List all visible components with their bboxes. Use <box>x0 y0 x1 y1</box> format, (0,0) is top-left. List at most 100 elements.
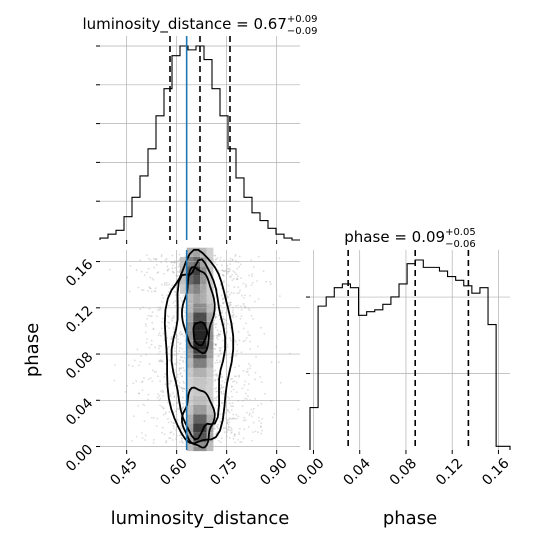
scatter-point <box>219 259 222 262</box>
scatter-point <box>158 347 161 350</box>
scatter-point <box>149 377 152 379</box>
scatter-point <box>219 304 222 307</box>
scatter-point <box>181 407 184 410</box>
scatter-point <box>216 404 218 407</box>
scatter-point <box>260 432 263 435</box>
scatter-point <box>273 413 276 415</box>
scatter-point <box>139 308 142 310</box>
scatter-point <box>174 300 177 302</box>
scatter-point <box>234 417 236 420</box>
scatter-point <box>173 384 176 387</box>
scatter-point <box>124 391 127 393</box>
scatter-point <box>277 361 280 364</box>
scatter-point <box>172 264 174 267</box>
scatter-point <box>154 287 157 290</box>
density-cell <box>193 340 200 350</box>
density-cell <box>193 284 200 294</box>
scatter-point <box>227 409 230 412</box>
scatter-point <box>169 395 172 398</box>
scatter-point <box>171 261 174 264</box>
scatter-point <box>161 327 163 330</box>
luminosity-distance-title-minus: −0.09 <box>287 26 318 37</box>
density-cell <box>186 367 194 378</box>
scatter-point <box>222 392 225 395</box>
density-cell <box>200 414 207 424</box>
scatter-point <box>259 376 262 378</box>
scatter-point <box>178 332 181 335</box>
scatter-point <box>232 316 235 319</box>
scatter-point <box>227 296 230 298</box>
scatter-point <box>160 255 163 258</box>
scatter-point <box>224 269 227 272</box>
scatter-point <box>164 284 166 286</box>
scatter-point <box>128 290 131 293</box>
density-cell <box>206 358 214 368</box>
scatter-point <box>158 360 161 362</box>
scatter-point <box>235 391 238 393</box>
scatter-point <box>213 343 216 345</box>
scatter-point <box>244 397 247 400</box>
scatter-point <box>176 271 179 273</box>
scatter-point <box>178 386 181 388</box>
density-cell <box>186 358 194 368</box>
scatter-point <box>170 342 173 344</box>
two-d-tick-marks <box>96 261 278 454</box>
scatter-point <box>173 422 175 425</box>
density-contours <box>163 249 235 449</box>
scatter-point <box>220 386 223 389</box>
scatter-point <box>220 346 223 349</box>
density-cell <box>206 377 214 387</box>
scatter-point <box>227 290 229 293</box>
scatter-point <box>256 280 258 282</box>
scatter-point <box>252 318 254 320</box>
scatter-point <box>219 330 222 333</box>
scatter-point <box>248 309 251 312</box>
scatter-point <box>179 425 182 427</box>
scatter-point <box>149 276 152 279</box>
scatter-point <box>250 408 253 411</box>
scatter-point <box>239 441 242 443</box>
scatter-point <box>160 360 163 363</box>
scatter-point <box>160 345 162 347</box>
scatter-point <box>259 425 262 428</box>
scatter-point <box>148 307 151 310</box>
density-cell <box>193 312 200 322</box>
scatter-point <box>254 371 257 374</box>
scatter-point <box>178 362 181 365</box>
scatter-point <box>160 334 162 337</box>
scatter-point <box>230 291 233 294</box>
scatter-point <box>224 378 227 381</box>
scatter-point <box>152 279 155 281</box>
scatter-point <box>233 435 236 437</box>
scatter-point <box>243 416 246 419</box>
scatter-point <box>144 323 147 325</box>
scatter-point <box>244 419 247 422</box>
scatter-point <box>181 387 184 389</box>
scatter-point <box>148 286 151 289</box>
scatter-point <box>234 366 236 369</box>
density-cell <box>206 312 214 322</box>
scatter-point <box>214 344 217 347</box>
luminosity-distance-histogram <box>99 45 300 241</box>
scatter-point <box>176 380 179 382</box>
scatter-point <box>235 315 238 318</box>
scatter-point <box>237 439 239 441</box>
density-cell <box>186 423 194 433</box>
y-axis-label-phase: phase <box>22 323 43 377</box>
density-cell <box>193 321 200 331</box>
scatter-point <box>222 281 225 284</box>
density-cell <box>200 312 207 322</box>
scatter-point <box>251 273 254 275</box>
scatter-point <box>229 337 232 340</box>
density-cell <box>193 414 200 424</box>
scatter-point <box>151 315 153 317</box>
scatter-point <box>165 440 168 442</box>
scatter-point <box>240 315 243 317</box>
scatter-point <box>229 429 232 432</box>
density-cell <box>206 414 214 424</box>
density-cell <box>193 293 200 304</box>
scatter-point <box>244 305 247 308</box>
scatter-point <box>158 344 161 347</box>
scatter-point <box>140 270 143 273</box>
scatter-point <box>157 309 160 312</box>
